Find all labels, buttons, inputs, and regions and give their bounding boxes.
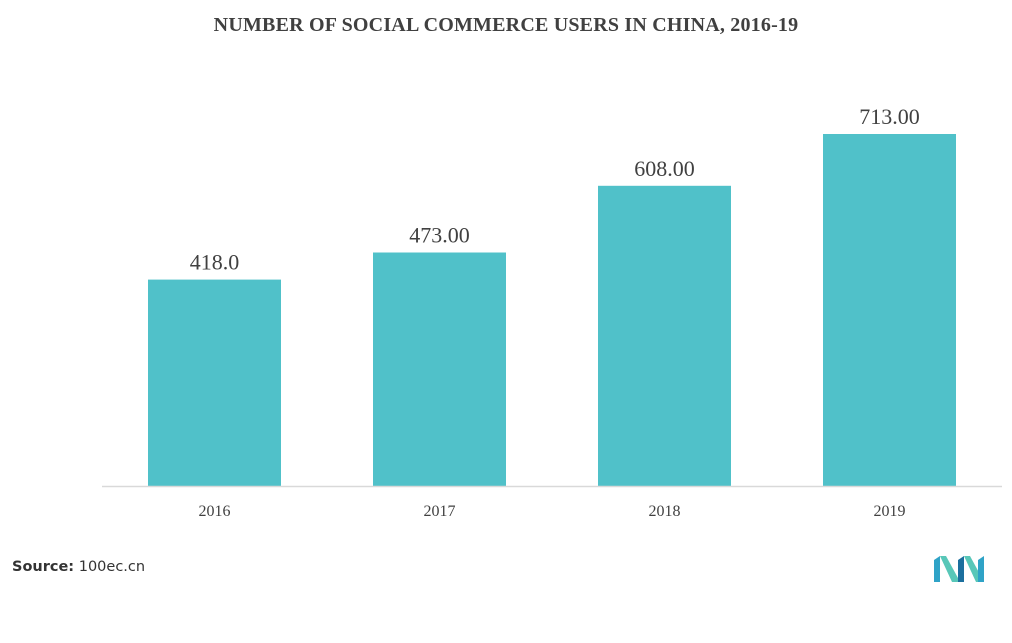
bars-group — [148, 134, 956, 487]
bar-labels-group: 418.0 473.00 608.00 713.00 — [190, 104, 920, 275]
bar-2016 — [148, 279, 281, 486]
bar-value-label-2018: 608.00 — [634, 156, 695, 181]
bar-2018 — [598, 185, 731, 487]
x-tick-label-2018: 2018 — [649, 503, 681, 520]
source-label: Source: — [12, 559, 75, 575]
source-text: 100ec.cn — [78, 559, 146, 575]
bar-2017 — [373, 252, 506, 486]
bar-value-label-2016: 418.0 — [190, 250, 240, 275]
x-tick-label-2017: 2017 — [424, 503, 456, 520]
logo-shape-diag-1 — [940, 556, 958, 582]
bar-value-label-2019: 713.00 — [859, 104, 920, 129]
bar-value-label-2017: 473.00 — [409, 223, 470, 248]
x-tick-label-2016: 2016 — [199, 503, 231, 520]
source-note: Source: 100ec.cn — [12, 559, 145, 575]
bar-2019 — [823, 134, 956, 486]
logo-shape-right — [978, 556, 984, 582]
logo-shape-mid — [958, 556, 964, 582]
mordor-intelligence-logo-icon — [934, 556, 984, 582]
x-tick-labels-group: 2016 2017 2018 2019 — [199, 503, 906, 520]
x-tick-label-2019: 2019 — [874, 503, 906, 520]
chart-title: NUMBER OF SOCIAL COMMERCE USERS IN CHINA… — [213, 14, 799, 36]
logo-shape-left — [934, 556, 940, 582]
logo-shape-diag-2 — [964, 556, 982, 582]
